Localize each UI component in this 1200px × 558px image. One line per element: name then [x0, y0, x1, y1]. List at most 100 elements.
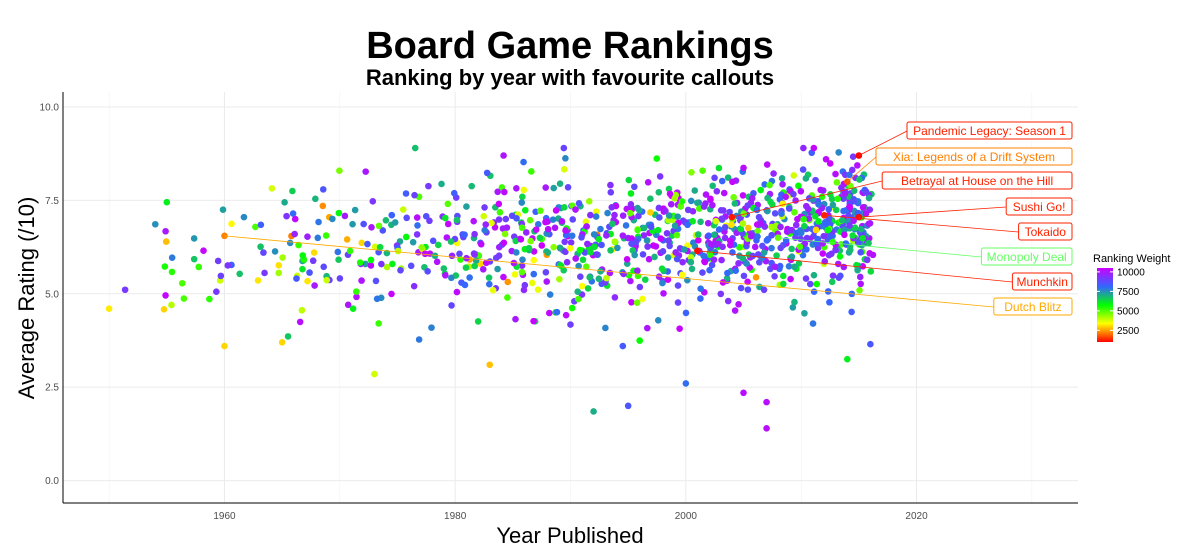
data-point — [811, 212, 819, 220]
data-point — [735, 260, 742, 267]
data-point — [660, 290, 667, 297]
data-point — [726, 237, 734, 245]
data-point — [704, 219, 712, 227]
data-point — [525, 244, 533, 252]
data-point — [364, 240, 371, 248]
data-point — [619, 232, 627, 239]
data-point — [803, 234, 811, 242]
data-point — [819, 240, 827, 247]
data-point — [518, 224, 526, 231]
data-point — [575, 200, 583, 207]
data-point — [632, 238, 640, 246]
data-point — [849, 153, 857, 161]
data-point — [631, 251, 638, 259]
data-point — [628, 299, 635, 306]
data-point — [713, 187, 721, 195]
data-point — [849, 232, 856, 239]
data-point — [802, 175, 810, 182]
data-point — [740, 210, 748, 217]
data-point — [842, 240, 850, 247]
data-point — [512, 249, 520, 256]
data-point — [609, 220, 616, 228]
data-point — [763, 424, 770, 432]
data-point — [826, 233, 834, 240]
data-point — [797, 187, 805, 195]
callout-box — [993, 297, 1073, 316]
data-point — [706, 266, 713, 274]
data-point — [607, 189, 615, 196]
data-point — [593, 251, 600, 258]
data-point — [854, 239, 862, 246]
data-point — [625, 176, 633, 184]
data-point — [607, 247, 614, 254]
data-point — [700, 203, 708, 210]
data-point — [434, 241, 442, 249]
data-point — [810, 271, 818, 279]
data-point — [489, 286, 497, 294]
data-point — [859, 234, 867, 242]
data-point — [168, 268, 176, 276]
y-axis-title: Average Rating (/10) — [14, 197, 39, 400]
data-point — [494, 265, 501, 273]
data-point — [757, 186, 764, 194]
data-point — [217, 272, 225, 280]
data-point — [732, 267, 740, 275]
data-point — [771, 273, 778, 280]
data-point — [168, 254, 176, 262]
data-point — [482, 221, 490, 228]
data-point — [168, 301, 175, 309]
data-point — [867, 268, 875, 275]
data-point — [639, 251, 647, 258]
data-point — [474, 318, 482, 325]
data-point — [334, 248, 342, 256]
data-point — [719, 279, 727, 286]
data-point — [795, 260, 803, 267]
data-point — [323, 276, 331, 284]
data-point — [754, 227, 761, 235]
data-point — [664, 254, 672, 261]
data-point — [336, 275, 344, 282]
data-point — [453, 288, 461, 296]
data-point — [679, 258, 686, 266]
data-point — [314, 234, 322, 242]
data-point — [862, 188, 870, 196]
data-point — [687, 254, 695, 261]
y-tick-label: 7.5 — [45, 196, 59, 207]
data-point — [841, 190, 849, 198]
data-point — [503, 224, 511, 231]
data-point — [438, 180, 445, 188]
data-point — [254, 277, 262, 284]
x-tick-label: 2020 — [905, 511, 928, 522]
legend-tick-label: 10000 — [1117, 267, 1145, 278]
data-point — [121, 286, 129, 294]
data-point — [378, 260, 385, 268]
callout-label: Dutch Blitz — [1004, 300, 1061, 314]
data-point — [640, 224, 648, 232]
data-point — [791, 208, 798, 216]
data-point — [801, 309, 808, 317]
data-point — [341, 212, 349, 220]
data-point — [477, 240, 485, 248]
data-point — [737, 284, 745, 292]
data-point — [228, 220, 235, 228]
data-point — [528, 279, 536, 287]
data-point — [312, 195, 319, 203]
data-point — [399, 206, 407, 213]
data-point — [577, 273, 584, 280]
data-point — [822, 220, 830, 228]
data-point — [329, 215, 336, 223]
data-point — [619, 212, 627, 219]
data-point — [526, 216, 534, 224]
data-point — [190, 255, 198, 263]
data-point — [572, 206, 579, 213]
data-point — [678, 198, 686, 205]
data-point — [750, 189, 757, 197]
data-point — [517, 235, 525, 243]
data-point — [674, 299, 682, 306]
data-point — [362, 168, 369, 175]
data-point — [622, 222, 630, 229]
data-point — [819, 250, 827, 257]
data-point — [856, 287, 863, 294]
data-point — [221, 342, 228, 350]
data-point — [349, 305, 357, 313]
